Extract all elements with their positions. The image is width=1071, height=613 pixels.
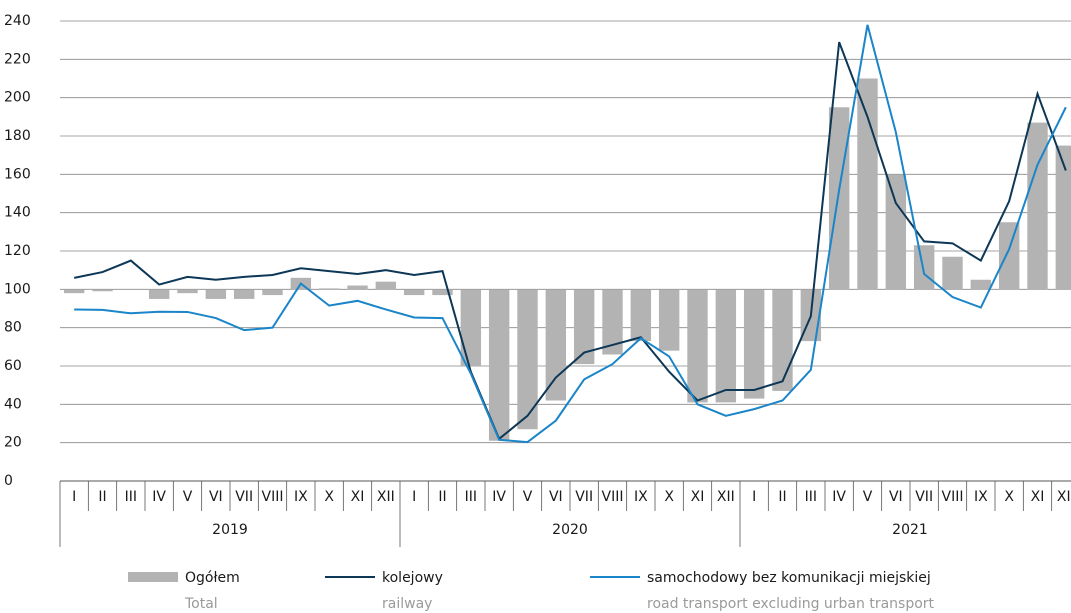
- x-tick-label: X: [664, 489, 674, 505]
- x-tick-label: II: [438, 489, 446, 505]
- x-tick-label: VI: [209, 489, 223, 505]
- x-tick-label: XII: [1057, 489, 1071, 505]
- bar: [942, 256, 963, 290]
- bar: [630, 289, 652, 342]
- x-tick-label: IV: [152, 489, 166, 505]
- bar: [177, 289, 198, 294]
- y-tick-label: 60: [4, 358, 22, 374]
- bar: [1027, 122, 1048, 290]
- x-tick-label: VIII: [942, 489, 964, 505]
- x-tick-label: X: [1004, 489, 1014, 505]
- y-tick-label: 0: [4, 473, 13, 489]
- x-tick-label: XII: [377, 489, 395, 505]
- year-label: 2021: [892, 522, 928, 538]
- y-tick-label: 180: [4, 128, 31, 144]
- legend-swatch: [128, 572, 178, 582]
- line: [73, 41, 1067, 441]
- x-tick-label: X: [324, 489, 334, 505]
- bar: [233, 289, 255, 299]
- y-tick-label: 20: [4, 435, 22, 451]
- line: [74, 24, 1067, 444]
- bar: [403, 289, 425, 296]
- x-tick-label: II: [98, 489, 106, 505]
- bar: [658, 289, 680, 351]
- x-tick-label: III: [125, 489, 137, 505]
- x-tick-label: VI: [889, 489, 903, 505]
- x-tick-label: XI: [351, 489, 365, 505]
- bar: [970, 279, 992, 290]
- x-tick-label: V: [863, 489, 873, 505]
- bar: [998, 222, 1020, 290]
- bar: [573, 289, 595, 365]
- bar: [517, 289, 538, 430]
- year-label: 2019: [212, 522, 248, 538]
- x-tick-label: IV: [832, 489, 846, 505]
- bar: [885, 174, 907, 290]
- bar: [262, 289, 283, 296]
- x-tick-label: IX: [294, 489, 308, 505]
- x-tick-label: VIII: [602, 489, 624, 505]
- x-tick-label: VII: [575, 489, 593, 505]
- bar: [148, 289, 170, 299]
- x-tick-label: VIII: [262, 489, 284, 505]
- legend-sublabel: road transport excluding urban transport: [647, 596, 935, 612]
- bar: [687, 289, 708, 403]
- x-tick-label: IV: [492, 489, 506, 505]
- x-tick-label: VI: [549, 489, 563, 505]
- bar: [743, 289, 765, 399]
- bar: [205, 289, 227, 299]
- bar: [545, 289, 567, 401]
- x-tick-label: I: [752, 489, 756, 505]
- x-tick-label: II: [778, 489, 786, 505]
- y-tick-label: 200: [4, 90, 31, 106]
- y-tick-label: 240: [4, 13, 31, 29]
- bar: [92, 289, 113, 292]
- x-tick-label: XI: [1031, 489, 1045, 505]
- legend-label: samochodowy bez komunikacji miejskiej: [647, 570, 931, 586]
- x-tick-label: III: [805, 489, 817, 505]
- legend-label: kolejowy: [382, 570, 443, 586]
- bar: [63, 289, 85, 294]
- bar: [602, 289, 623, 355]
- x-tick-label: VII: [915, 489, 933, 505]
- y-tick-label: 140: [4, 205, 31, 221]
- y-tick-label: 120: [4, 243, 31, 259]
- y-tick-label: 160: [4, 166, 31, 182]
- x-tick-label: IX: [974, 489, 988, 505]
- bar: [857, 78, 878, 290]
- legend-label: Ogółem: [185, 570, 240, 586]
- legend-sublabel: railway: [382, 596, 432, 612]
- bar: [460, 289, 482, 366]
- bar: [715, 289, 737, 403]
- y-tick-label: 100: [4, 281, 31, 297]
- year-label: 2020: [552, 522, 588, 538]
- y-tick-label: 80: [4, 320, 22, 336]
- bar: [375, 281, 397, 290]
- x-tick-label: V: [523, 489, 533, 505]
- x-tick-label: VII: [235, 489, 253, 505]
- x-tick-label: XI: [691, 489, 705, 505]
- bar: [1055, 145, 1071, 290]
- x-tick-label: III: [465, 489, 477, 505]
- bar: [120, 289, 142, 290]
- bar: [913, 245, 935, 290]
- bar: [488, 289, 510, 441]
- x-tick-label: XII: [717, 489, 735, 505]
- y-tick-label: 220: [4, 51, 31, 67]
- x-tick-label: I: [72, 489, 76, 505]
- legend-sublabel: Total: [184, 596, 218, 612]
- bar: [347, 285, 368, 290]
- x-tick-label: V: [183, 489, 193, 505]
- bar: [828, 107, 850, 290]
- y-tick-label: 40: [4, 396, 22, 412]
- x-tick-label: IX: [634, 489, 648, 505]
- bar: [432, 289, 453, 296]
- bar: [318, 288, 340, 290]
- bar: [772, 289, 793, 391]
- x-tick-label: I: [412, 489, 416, 505]
